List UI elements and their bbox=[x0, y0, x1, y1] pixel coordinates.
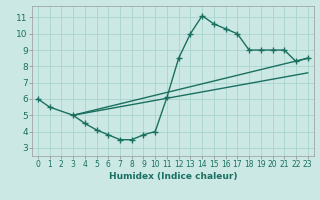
X-axis label: Humidex (Indice chaleur): Humidex (Indice chaleur) bbox=[108, 172, 237, 181]
